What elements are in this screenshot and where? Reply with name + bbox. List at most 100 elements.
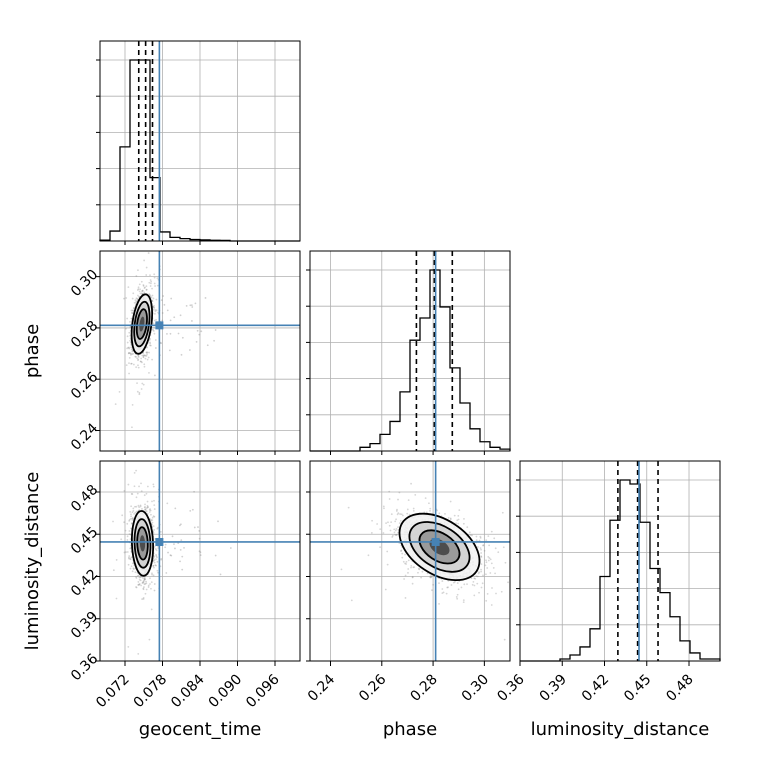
sample-point xyxy=(128,555,131,557)
sample-point xyxy=(142,352,144,355)
sample-point xyxy=(164,543,167,546)
sample-point xyxy=(151,294,154,297)
sample-point xyxy=(140,280,143,283)
sample-point xyxy=(436,509,438,512)
sample-point xyxy=(475,539,478,542)
ytick-label-luminosity_distance-2: 0.42 xyxy=(68,566,101,599)
sample-point xyxy=(199,554,202,557)
sample-point xyxy=(127,645,130,648)
sample-point xyxy=(143,365,146,368)
density-level-3 xyxy=(139,316,145,332)
sample-point xyxy=(181,555,184,558)
frame-phase-luminosity_distance xyxy=(309,460,511,662)
sample-point xyxy=(137,355,140,357)
sample-point xyxy=(494,547,497,550)
sample-point xyxy=(445,592,448,595)
sample-point xyxy=(144,354,146,357)
sample-point xyxy=(132,307,135,310)
sample-point xyxy=(458,509,461,512)
sample-point xyxy=(166,502,169,505)
sample-point xyxy=(146,500,149,503)
frame-phase xyxy=(309,250,511,452)
sample-point xyxy=(135,301,137,304)
sample-point xyxy=(132,363,135,366)
sample-point xyxy=(154,312,156,315)
sample-point xyxy=(393,528,396,531)
sample-point xyxy=(135,275,138,277)
sample-point xyxy=(421,570,424,573)
sample-point xyxy=(144,592,147,595)
sample-point xyxy=(455,596,458,598)
sample-point xyxy=(131,511,134,514)
sample-point xyxy=(135,366,138,369)
sample-point xyxy=(379,528,382,531)
sample-point xyxy=(479,535,482,538)
sample-point xyxy=(153,374,156,377)
sample-point xyxy=(132,352,135,355)
sample-point xyxy=(350,599,353,602)
sample-point xyxy=(418,568,421,571)
sample-point xyxy=(404,597,407,599)
sample-point xyxy=(148,511,151,513)
sample-point xyxy=(388,490,391,493)
sample-point xyxy=(406,508,409,511)
sample-point xyxy=(411,582,414,585)
sample-point xyxy=(150,296,153,299)
sample-point xyxy=(487,556,490,558)
sample-point xyxy=(140,292,143,295)
joint-panel-phase-luminosity_distance xyxy=(309,460,511,678)
sample-point xyxy=(129,558,132,560)
sample-point xyxy=(144,582,147,585)
sample-point xyxy=(155,298,158,301)
sample-point xyxy=(503,638,506,641)
sample-point xyxy=(178,524,181,527)
sample-point xyxy=(429,576,432,579)
xtick-label-luminosity_distance-2: 0.42 xyxy=(579,671,612,704)
sample-point xyxy=(168,349,171,352)
sample-point xyxy=(149,337,152,340)
sample-point xyxy=(126,535,129,538)
sample-point xyxy=(148,351,150,354)
sample-point xyxy=(450,584,453,586)
sample-point xyxy=(149,285,152,287)
sample-point xyxy=(152,308,155,311)
sample-point xyxy=(152,485,155,488)
sample-point xyxy=(145,351,148,354)
sample-point xyxy=(154,564,157,567)
sample-point xyxy=(153,589,156,592)
sample-point xyxy=(136,574,139,577)
sample-point xyxy=(143,354,145,357)
sample-point xyxy=(470,577,473,580)
sample-point xyxy=(193,490,195,493)
sample-point xyxy=(457,522,460,525)
sample-point xyxy=(150,581,153,584)
sample-point xyxy=(128,557,130,560)
sample-point xyxy=(141,382,144,385)
sample-point xyxy=(151,500,153,503)
sample-point xyxy=(128,362,130,365)
sample-point xyxy=(129,352,132,355)
sample-point xyxy=(505,676,507,678)
sample-point xyxy=(149,577,151,580)
sample-point xyxy=(112,520,114,523)
sample-point xyxy=(425,511,428,514)
sample-point xyxy=(153,332,156,335)
sample-point xyxy=(129,326,132,329)
sample-point xyxy=(134,299,137,302)
sample-point xyxy=(170,297,173,300)
sample-point xyxy=(487,559,490,562)
sample-point xyxy=(139,504,142,507)
sample-point xyxy=(144,354,147,357)
sample-point xyxy=(481,582,484,585)
sample-point xyxy=(145,274,148,276)
sample-point xyxy=(141,361,143,364)
sample-point xyxy=(157,571,159,574)
sample-point xyxy=(180,353,183,356)
sample-point xyxy=(198,333,201,336)
sample-point xyxy=(151,358,154,361)
sample-point xyxy=(141,507,143,510)
truth-marker-0 xyxy=(155,321,164,330)
sample-point xyxy=(142,285,145,287)
sample-point xyxy=(161,319,164,322)
